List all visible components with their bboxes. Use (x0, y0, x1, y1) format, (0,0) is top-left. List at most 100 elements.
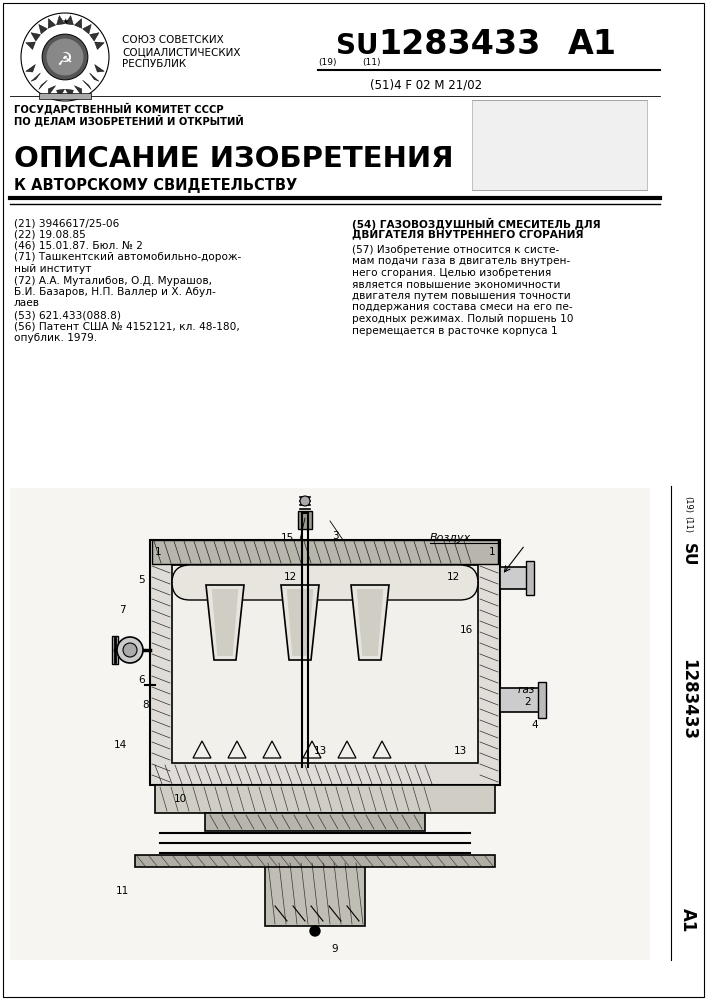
Bar (112, 636, 118, 664)
Polygon shape (373, 741, 391, 758)
Text: опублик. 1979.: опублик. 1979. (14, 333, 97, 343)
Text: является повышение экономичности: является повышение экономичности (352, 279, 561, 290)
Text: (54) ГАЗОВОЗДУШНЫЙ СМЕСИТЕЛЬ ДЛЯ: (54) ГАЗОВОЗДУШНЫЙ СМЕСИТЕЛЬ ДЛЯ (352, 218, 601, 230)
Text: (11): (11) (684, 516, 692, 534)
Text: 16: 16 (460, 625, 472, 635)
Text: (19): (19) (684, 496, 692, 514)
Bar (500, 688, 542, 712)
Text: 1283433: 1283433 (679, 659, 697, 741)
Text: SU: SU (681, 543, 696, 567)
Polygon shape (74, 19, 82, 28)
Polygon shape (263, 741, 281, 758)
Bar (172, 565, 478, 763)
Text: 14: 14 (113, 740, 127, 750)
Text: него сгорания. Целью изобретения: него сгорания. Целью изобретения (352, 268, 551, 278)
Bar (526, 561, 534, 595)
Text: 9: 9 (332, 944, 339, 954)
Bar (500, 567, 530, 589)
Text: 7: 7 (119, 605, 125, 615)
Text: (57) Изобретение относится к систе-: (57) Изобретение относится к систе- (352, 245, 559, 255)
Polygon shape (83, 24, 91, 34)
Text: 10: 10 (173, 794, 187, 804)
Polygon shape (39, 24, 47, 34)
Text: 1283433: 1283433 (378, 28, 540, 61)
Bar (205, 813, 425, 831)
Text: 3: 3 (332, 531, 339, 541)
Text: (22) 19.08.85: (22) 19.08.85 (14, 230, 86, 239)
Text: ПО ДЕЛАМ ИЗОБРЕТЕНИЙ И ОТКРЫТИЙ: ПО ДЕЛАМ ИЗОБРЕТЕНИЙ И ОТКРЫТИЙ (14, 115, 244, 127)
Text: 6: 6 (139, 675, 146, 685)
Polygon shape (90, 73, 99, 81)
Text: 12: 12 (284, 572, 297, 582)
Text: 13: 13 (453, 746, 467, 756)
Text: (72) А.А. Муталибов, О.Д. Мурашов,: (72) А.А. Муталибов, О.Д. Мурашов, (14, 275, 212, 286)
Text: 13: 13 (313, 746, 327, 756)
Text: К АВТОРСКОМУ СВИДЕТЕЛЬСТВУ: К АВТОРСКОМУ СВИДЕТЕЛЬСТВУ (14, 178, 297, 193)
Text: A1: A1 (568, 28, 617, 61)
Text: (51)4 F 02 M 21/02: (51)4 F 02 M 21/02 (370, 78, 482, 91)
Text: мам подачи газа в двигатель внутрен-: мам подачи газа в двигатель внутрен- (352, 256, 571, 266)
Polygon shape (281, 585, 319, 660)
Text: лаев: лаев (14, 298, 40, 308)
Bar (150, 540, 500, 785)
Polygon shape (31, 33, 40, 41)
Circle shape (117, 637, 143, 663)
Text: SU: SU (336, 32, 378, 60)
Text: 1: 1 (155, 547, 161, 557)
Polygon shape (31, 73, 40, 81)
Text: (21) 3946617/25-06: (21) 3946617/25-06 (14, 218, 119, 228)
Polygon shape (83, 80, 91, 90)
Text: двигателя путем повышения точности: двигателя путем повышения точности (352, 291, 571, 301)
Polygon shape (66, 16, 74, 25)
Bar (135, 855, 495, 867)
Text: ДВИГАТЕЛЯ ВНУТРЕННЕГО СГОРАНИЯ: ДВИГАТЕЛЯ ВНУТРЕННЕГО СГОРАНИЯ (352, 230, 583, 239)
Text: Воздух: Воздух (430, 533, 472, 543)
Text: газ: газ (518, 685, 535, 695)
Bar (472, 100, 647, 190)
FancyBboxPatch shape (172, 565, 478, 600)
Polygon shape (95, 65, 104, 72)
Text: ★: ★ (62, 16, 69, 25)
FancyBboxPatch shape (39, 93, 91, 99)
Text: 5: 5 (139, 575, 146, 585)
Text: СОЦИАЛИСТИЧЕСКИХ: СОЦИАЛИСТИЧЕСКИХ (122, 47, 240, 57)
Polygon shape (338, 741, 356, 758)
Polygon shape (25, 42, 35, 49)
Bar (152, 540, 498, 564)
Text: реходных режимах. Полый поршень 10: реходных режимах. Полый поршень 10 (352, 314, 573, 324)
Text: ГОСУДАРСТВЕННЫЙ КОМИТЕТ СССР: ГОСУДАРСТВЕННЫЙ КОМИТЕТ СССР (14, 103, 223, 115)
Text: (46) 15.01.87. Бюл. № 2: (46) 15.01.87. Бюл. № 2 (14, 241, 143, 251)
Polygon shape (48, 19, 56, 28)
Text: РЕСПУБЛИК: РЕСПУБЛИК (122, 59, 186, 69)
Text: ный институт: ный институт (14, 264, 91, 274)
Text: A1: A1 (679, 908, 697, 932)
Polygon shape (228, 741, 246, 758)
Polygon shape (206, 585, 244, 660)
Text: 11: 11 (115, 886, 129, 896)
Text: СОЮЗ СОВЕТСКИХ: СОЮЗ СОВЕТСКИХ (122, 35, 223, 45)
Circle shape (310, 926, 320, 936)
Circle shape (300, 496, 310, 506)
Bar (298, 511, 312, 529)
Text: 1: 1 (489, 547, 496, 557)
Polygon shape (57, 16, 64, 25)
Text: ОПИСАНИЕ ИЗОБРЕТЕНИЯ: ОПИСАНИЕ ИЗОБРЕТЕНИЯ (14, 145, 453, 173)
Polygon shape (357, 589, 383, 656)
Bar (10, 488, 650, 960)
Polygon shape (193, 741, 211, 758)
Polygon shape (351, 585, 389, 660)
Text: 4: 4 (532, 720, 538, 730)
Text: (11): (11) (362, 58, 380, 67)
Bar (155, 785, 495, 813)
Polygon shape (39, 80, 47, 90)
Text: (53) 621.433(088.8): (53) 621.433(088.8) (14, 310, 121, 320)
Polygon shape (211, 589, 238, 656)
Polygon shape (90, 33, 99, 41)
Circle shape (21, 13, 109, 101)
Polygon shape (303, 741, 321, 758)
Text: поддержания состава смеси на его пе-: поддержания состава смеси на его пе- (352, 302, 573, 312)
Text: 12: 12 (446, 572, 460, 582)
Circle shape (123, 643, 137, 657)
Polygon shape (57, 89, 64, 98)
Text: 2: 2 (525, 697, 532, 707)
